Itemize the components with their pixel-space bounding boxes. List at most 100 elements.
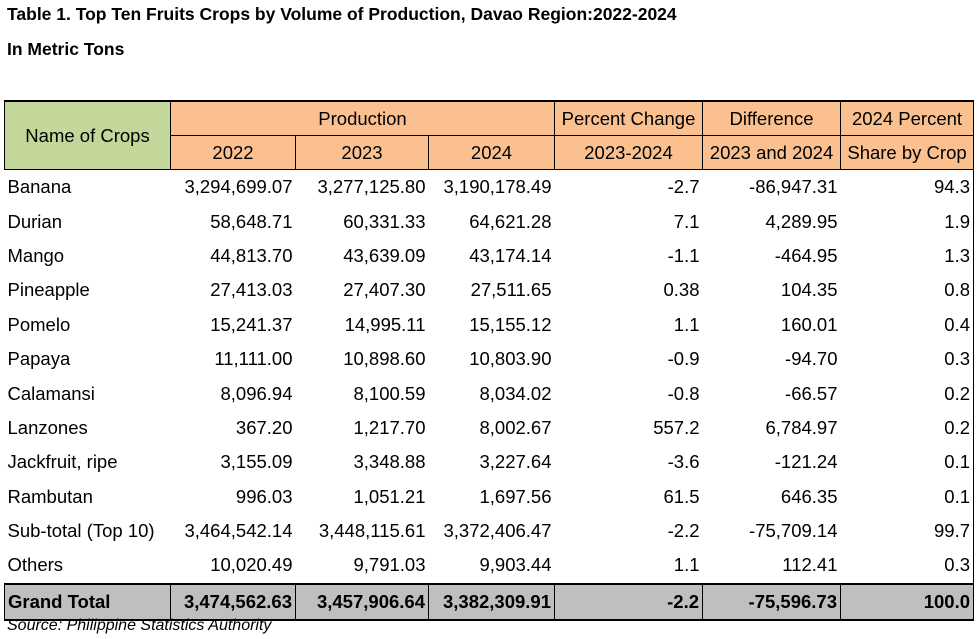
total-name: Grand Total — [4, 582, 171, 621]
difference: -464.95 — [774, 244, 838, 266]
share: 0.1 — [840, 479, 975, 514]
value-2024: 1,697.56 — [479, 485, 552, 507]
difference: 6,784.97 — [765, 416, 838, 438]
value-2022: 8,096.94 — [220, 382, 293, 404]
header-production: Production — [169, 100, 556, 136]
value-2024: 27,511.65 — [470, 279, 552, 301]
production-table: Name of Crops Production Percent Change … — [4, 100, 975, 621]
value-2024: 3,190,178.49 — [443, 176, 552, 198]
difference: 646.35 — [780, 485, 838, 507]
value-2024: 8,034.02 — [479, 382, 552, 404]
value-2022: 367.20 — [235, 416, 293, 438]
header-year-2023: 2023 — [295, 135, 429, 170]
value-2022: 11,111.00 — [214, 348, 293, 370]
table-title: Table 1. Top Ten Fruits Crops by Volume … — [7, 4, 677, 24]
header-difference: Difference — [702, 100, 842, 136]
percent-change: -2.7 — [667, 176, 700, 198]
header-year-2024: 2024 — [427, 135, 556, 170]
share: 0.1 — [840, 445, 975, 480]
crop-name: Sub-total (Top 10) — [7, 520, 155, 542]
value-2022: 27,413.03 — [210, 279, 293, 301]
header-name-of-crops: Name of Crops — [4, 100, 171, 170]
value-2024: 64,621.28 — [469, 210, 552, 232]
percent-change: -0.8 — [667, 382, 700, 404]
difference: -66.57 — [785, 382, 838, 404]
value-2023: 3,277,125.80 — [317, 176, 426, 198]
value-2023: 3,448,115.61 — [318, 520, 426, 542]
crop-name: Others — [7, 554, 64, 576]
total-2024: 3,382,309.91 — [427, 582, 556, 621]
table-row: Sub-total (Top 10) 3,464,542.14 3,448,115.… — [5, 513, 975, 549]
crop-name: Mango — [7, 244, 65, 266]
crop-name: Banana — [7, 176, 72, 198]
value-2024: 15,155.12 — [469, 313, 552, 335]
header-year-2022: 2022 — [170, 135, 296, 170]
table-row: Banana 3,294,699.07 3,277,125.80 3,190,178.… — [5, 169, 975, 205]
header-percent-change-period: 2023-2024 — [554, 135, 704, 170]
difference: -94.70 — [785, 348, 838, 370]
value-2023: 3,348.88 — [353, 451, 426, 473]
value-2022: 996.03 — [235, 485, 293, 507]
percent-change: 557.2 — [653, 416, 700, 438]
value-2024: 8,002.67 — [479, 416, 552, 438]
difference: -75,709.14 — [749, 520, 838, 542]
table-row: Pomelo 15,241.37 14,995.11 15,155.12 1.1 160.… — [5, 307, 975, 342]
value-2022: 3,464,542.14 — [184, 520, 293, 542]
crop-name: Durian — [7, 210, 63, 232]
share: 0.2 — [840, 376, 975, 411]
share: 99.7 — [840, 513, 975, 549]
share: 1.9 — [840, 204, 975, 239]
percent-change: 61.5 — [663, 485, 700, 507]
share: 1.3 — [840, 238, 975, 274]
table-row: Mango 44,813.70 43,639.09 43,174.14 -1.1 -464… — [5, 238, 975, 274]
share: 0.4 — [840, 307, 975, 342]
value-2023: 10,898.60 — [343, 348, 426, 370]
total-2022: 3,474,562.63 — [170, 582, 296, 621]
source-note: Source: Philippine Statistics Authority — [7, 617, 272, 634]
table-row: Papaya 11,111.00 10,898.60 10,803.90 -0.9 -94… — [5, 341, 975, 377]
percent-change: 1.1 — [673, 554, 700, 576]
value-2023: 14,995.11 — [344, 313, 426, 335]
total-difference: -75,596.73 — [702, 582, 842, 621]
crop-name: Pineapple — [7, 279, 90, 301]
value-2023: 60,331.33 — [343, 210, 426, 232]
value-2022: 44,813.70 — [210, 244, 293, 266]
header-share-sub: Share by Crop — [840, 135, 975, 170]
header-share: 2024 Percent — [840, 100, 975, 136]
difference: 112.41 — [782, 554, 838, 576]
total-percent-change: -2.2 — [554, 582, 704, 621]
value-2023: 1,217.70 — [353, 416, 426, 438]
value-2023: 43,639.09 — [343, 244, 426, 266]
percent-change: 0.38 — [663, 279, 700, 301]
percent-change: -3.6 — [667, 451, 700, 473]
value-2024: 3,372,406.47 — [443, 520, 552, 542]
value-2024: 3,227.64 — [479, 451, 552, 473]
crop-name: Calamansi — [7, 382, 95, 404]
difference: -121.24 — [774, 451, 838, 473]
share: 0.3 — [840, 341, 975, 377]
value-2022: 10,020.49 — [210, 554, 293, 576]
difference: 160.01 — [780, 313, 838, 335]
crop-name: Jackfruit, ripe — [7, 451, 118, 473]
table-row: Calamansi 8,096.94 8,100.59 8,034.02 -0.8 -66… — [5, 376, 975, 411]
total-share: 100.0 — [840, 582, 975, 621]
percent-change: -2.2 — [667, 520, 700, 542]
percent-change: -0.9 — [667, 348, 700, 370]
total-2023: 3,457,906.64 — [295, 582, 429, 621]
difference: 104.35 — [780, 279, 838, 301]
header-difference-period: 2023 and 2024 — [702, 135, 842, 170]
difference: -86,947.31 — [749, 176, 838, 198]
share: 0.8 — [840, 273, 975, 308]
value-2024: 10,803.90 — [469, 348, 552, 370]
percent-change: 7.1 — [673, 210, 700, 232]
table-row: Others 10,020.49 9,791.03 9,903.44 1.1 112.41… — [5, 548, 975, 584]
crop-name: Lanzones — [7, 416, 88, 438]
value-2023: 9,791.03 — [353, 554, 426, 576]
table-row: Durian 58,648.71 60,331.33 64,621.28 7.1 4,28… — [5, 204, 975, 239]
share: 94.3 — [840, 169, 975, 205]
table-row: Rambutan 996.03 1,051.21 1,697.56 61.5 646.35… — [5, 479, 975, 514]
difference: 4,289.95 — [765, 210, 838, 232]
value-2022: 3,155.09 — [220, 451, 293, 473]
share: 0.3 — [840, 548, 975, 584]
table-row: Jackfruit, ripe 3,155.09 3,348.88 3,227.64 -… — [5, 445, 975, 480]
